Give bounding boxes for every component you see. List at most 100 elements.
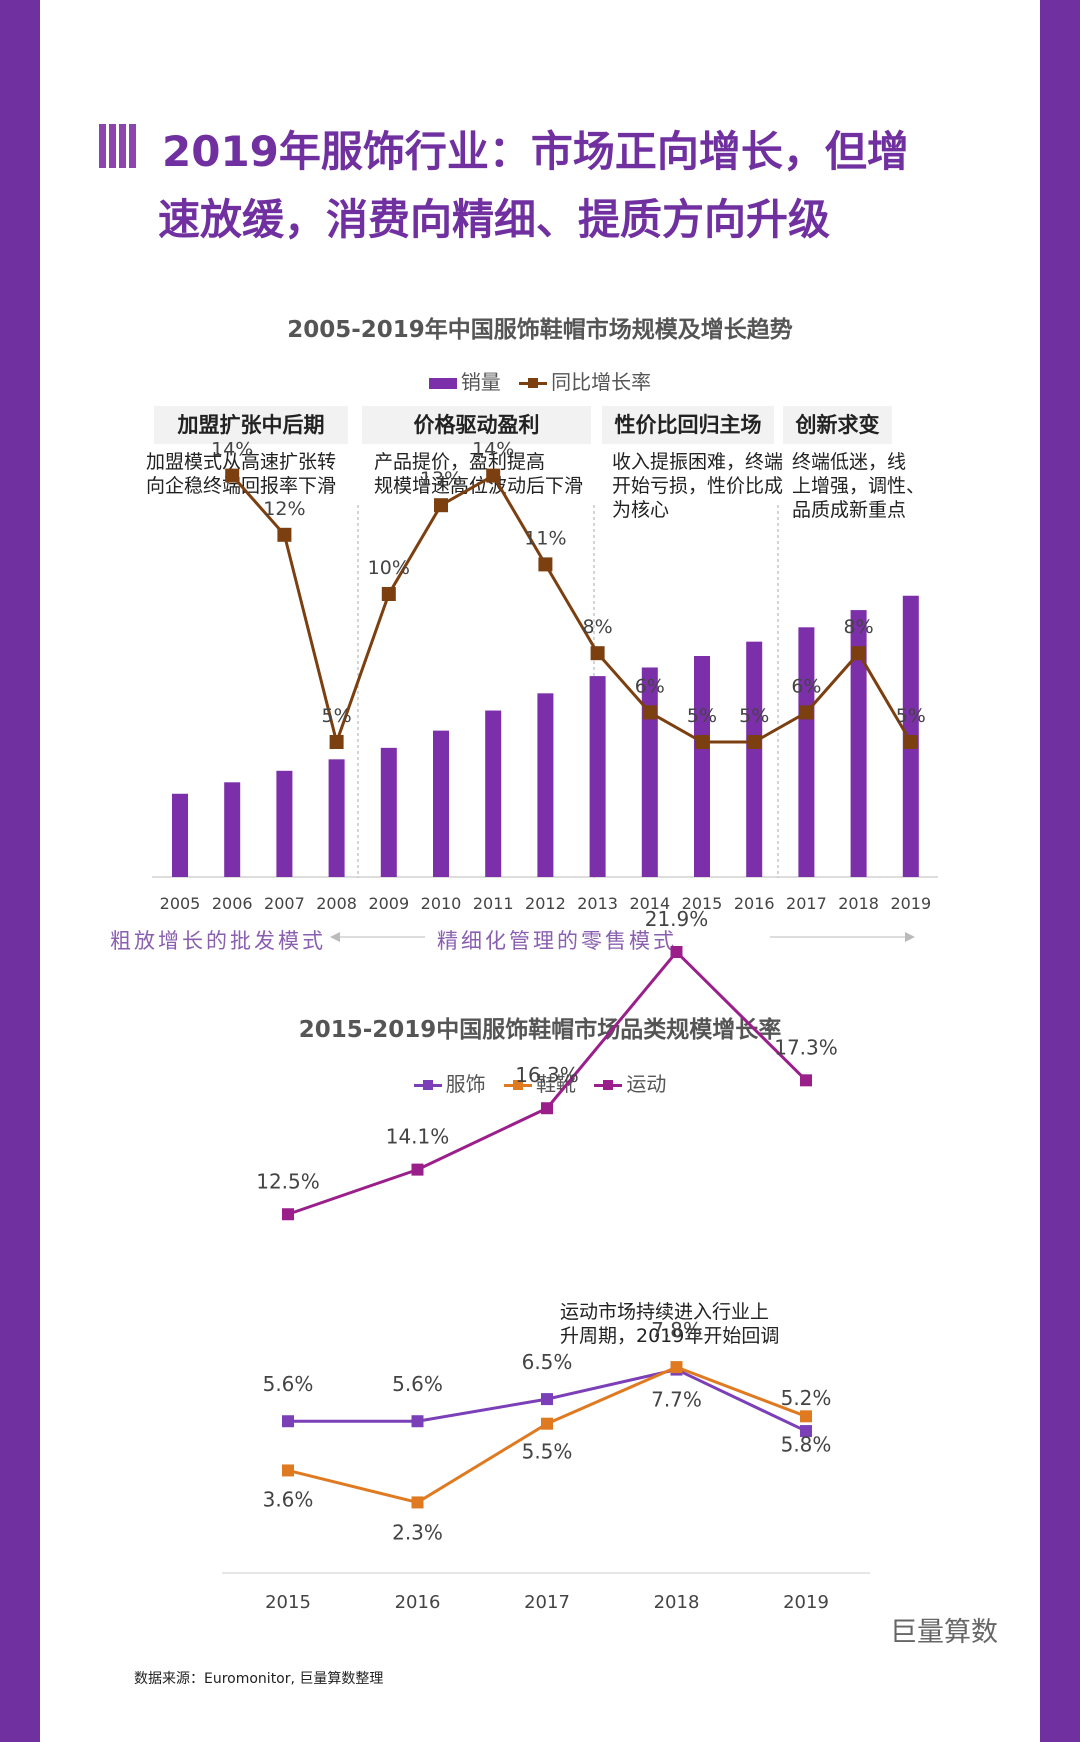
legend-footwear: 鞋靴 [504, 1068, 576, 1097]
apparel-point-2016 [411, 1415, 424, 1428]
growth-point-2008 [329, 735, 344, 749]
legend-bar-swatch [428, 378, 457, 389]
chart2-annotation: 运动市场持续进入行业上 升周期，2019年开始回调 [560, 1300, 779, 1348]
chart1-legend: 销量 同比增长率 [40, 366, 1040, 395]
sales-bar-2010 [433, 730, 449, 877]
growth-point-2009 [381, 587, 396, 601]
growth-point-2013 [590, 646, 605, 661]
sports-label-2016: 14.1% [386, 1125, 450, 1149]
sales-bar-2012 [537, 693, 554, 877]
growth-label-2016: 5% [739, 705, 769, 727]
phase-desc-2: 产品提价，盈利提高 规模增速高位波动后下滑 [374, 450, 583, 498]
sales-bar-2015 [694, 656, 710, 877]
legend-sports: 运动 [594, 1068, 666, 1097]
chart1-x-tick-2015: 2015 [682, 894, 723, 913]
legend-apparel-swatch [413, 1080, 442, 1090]
sales-bar-2011 [485, 710, 502, 877]
apparel-label-2016: 5.6% [392, 1372, 443, 1396]
growth-point-2010 [434, 498, 448, 513]
growth-label-2015: 5% [687, 705, 717, 727]
growth-label-2006: 14% [211, 439, 253, 461]
phase-desc-2-line-1: 产品提价，盈利提高 [374, 451, 546, 473]
footwear-point-2017 [541, 1417, 553, 1430]
legend-sports-label: 运动 [626, 1072, 667, 1096]
sports-point-2017 [541, 1102, 553, 1115]
sports-label-2018: 21.9% [645, 907, 709, 931]
phase-desc-3-line-1: 收入提振困难，终端 [612, 451, 784, 473]
sales-bar-2006 [224, 782, 241, 877]
chart1-x-tick-2014: 2014 [629, 894, 670, 913]
growth-label-2018: 8% [844, 616, 874, 638]
growth-label-2012: 11% [524, 527, 566, 549]
phase-desc-2-line-2: 规模增速高位波动后下滑 [374, 475, 584, 497]
chart2-x-tick-2018: 2018 [654, 1592, 700, 1613]
footwear-point-2018 [670, 1361, 683, 1374]
chart1-x-tick-2018: 2018 [838, 894, 879, 913]
footwear-label-2017: 5.5% [522, 1440, 573, 1464]
phase-box-4: 创新求变 [783, 406, 892, 444]
legend-line-swatch [519, 378, 548, 388]
chart1-x-tick-2009: 2009 [368, 894, 409, 913]
phase-box-3: 性价比回归主场 [602, 406, 774, 444]
chart1-title: 2005-2019年中国服饰鞋帽市场规模及增长趋势 [287, 317, 793, 343]
growth-point-2016 [747, 735, 762, 749]
chart1-x-tick-2010: 2010 [421, 894, 462, 913]
sports-label-2017: 16.3% [515, 1063, 579, 1087]
phase-desc-4: 终端低迷，线 上增强，调性、 品质成新重点 [792, 450, 925, 522]
footwear-label-2015: 3.6% [263, 1487, 314, 1511]
legend-apparel: 服饰 [413, 1068, 486, 1097]
phase-box-2: 价格驱动盈利 [362, 406, 591, 444]
legend-footwear-swatch [504, 1080, 532, 1090]
chart2-x-tick-2019: 2019 [783, 1592, 829, 1613]
sales-bar-2017 [798, 627, 815, 877]
chart1-x-tick-2011: 2011 [473, 894, 514, 913]
mode-arrow-right-head [905, 932, 915, 942]
footwear-line [287, 1365, 807, 1505]
chart2-title: 2015-2019中国服饰鞋帽市场品类规模增长率 [298, 1017, 782, 1043]
data-source-note: 数据来源：Euromonitor, 巨量算数整理 [134, 1671, 384, 1687]
apparel-label-2015: 5.6% [263, 1372, 314, 1396]
apparel-point-2019 [800, 1425, 812, 1438]
chart2-x-tick-2017: 2017 [524, 1592, 570, 1613]
growth-point-2007 [277, 527, 292, 542]
growth-point-2018 [851, 646, 866, 661]
chart1-x-tick-2012: 2012 [525, 894, 566, 913]
sales-bar-2005 [172, 793, 188, 877]
apparel-point-2017 [541, 1393, 553, 1406]
growth-label-2017: 6% [791, 675, 821, 697]
apparel-point-2015 [282, 1415, 294, 1428]
sports-point-2018 [670, 945, 683, 958]
growth-point-2014 [642, 705, 657, 720]
footwear-point-2015 [282, 1464, 294, 1477]
phase-desc-4-line-2: 上增强，调性、 [792, 475, 926, 497]
chart2-x-tick-2015: 2015 [265, 1592, 311, 1613]
footwear-label-2019: 5.8% [781, 1432, 832, 1456]
legend-footwear-label: 鞋靴 [536, 1072, 576, 1096]
mode-arrow-left-head [330, 932, 340, 942]
phase-desc-3: 收入提振困难，终端 开始亏损，性价比成 为核心 [612, 450, 783, 522]
phase-desc-1-line-1: 加盟模式从高速扩张转 [146, 451, 337, 473]
sports-label-2019: 17.3% [774, 1035, 838, 1059]
sports-point-2019 [800, 1074, 812, 1087]
legend-growth: 同比增长率 [519, 366, 651, 395]
growth-rate-line [231, 473, 913, 748]
mode-retail-label: 精细化管理的零售模式 [437, 929, 677, 953]
growth-label-2008: 5% [322, 705, 352, 727]
title-stripes-icon [99, 124, 147, 168]
growth-label-2011: 14% [472, 439, 514, 461]
phase-desc-4-line-1: 终端低迷，线 [792, 451, 907, 473]
chart1-x-tick-2017: 2017 [786, 894, 827, 913]
phase-desc-3-line-3: 为核心 [612, 499, 670, 521]
page-canvas: 2019年服饰行业：市场正向增长，但增 速放缓，消费向精细、提质方向升级 200… [40, 0, 1040, 1742]
apparel-label-2019: 5.2% [781, 1386, 832, 1410]
chart1-x-tick-2007: 2007 [264, 894, 305, 913]
growth-point-2012 [538, 557, 553, 572]
legend-growth-label: 同比增长率 [551, 370, 652, 394]
sales-bar-2016 [746, 641, 763, 877]
sales-bar-2013 [589, 676, 606, 877]
growth-label-2007: 12% [263, 498, 305, 520]
chart2-legend: 服饰 鞋靴 运动 [40, 1068, 1040, 1097]
chart1-x-tick-2013: 2013 [577, 894, 618, 913]
sales-bar-2018 [850, 610, 867, 877]
chart1-x-tick-2016: 2016 [734, 894, 775, 913]
